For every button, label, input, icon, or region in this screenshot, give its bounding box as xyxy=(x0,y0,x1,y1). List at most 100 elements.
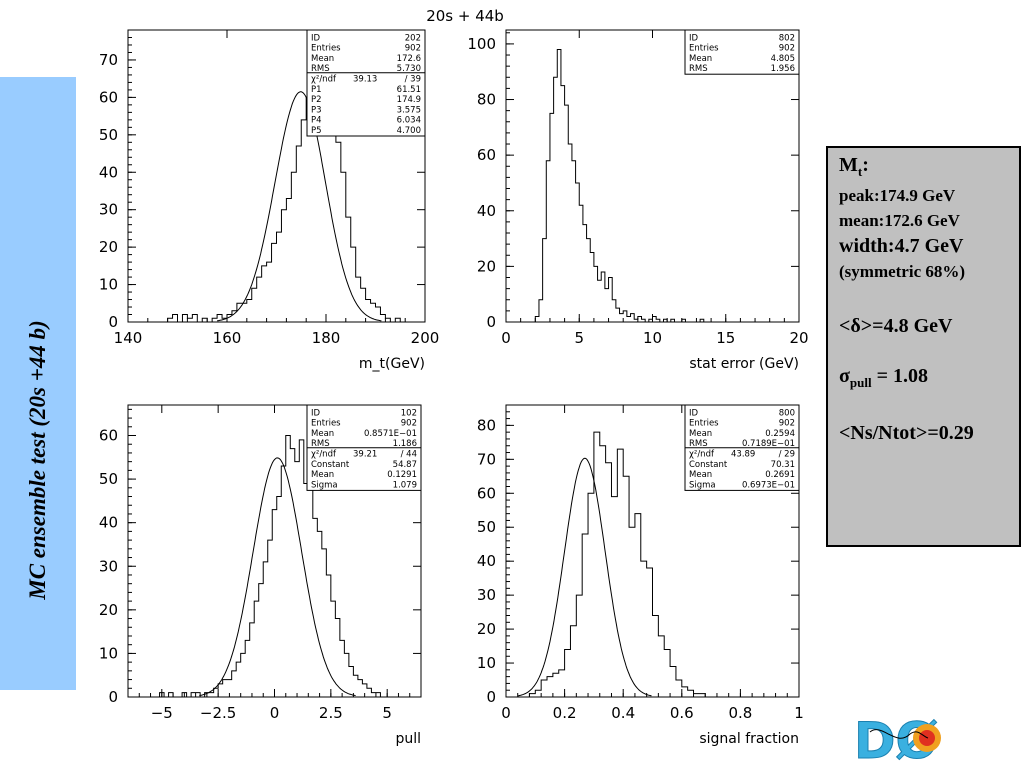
x-tick-label: 0.4 xyxy=(611,704,635,722)
sidebar-panel: MC ensemble test (20s +44 b) xyxy=(0,77,76,690)
stats-name: P4 xyxy=(311,116,322,126)
stats-chi2: 39.13 xyxy=(353,75,377,85)
y-tick-label: 20 xyxy=(477,620,496,638)
stats-value: 0.2691 xyxy=(765,470,795,480)
x-tick-label: 5 xyxy=(382,704,392,722)
stats-name: χ²/ndf xyxy=(311,75,337,85)
stats-name: Mean xyxy=(311,429,334,439)
x-tick-label: 20 xyxy=(789,329,808,347)
y-tick-label: 50 xyxy=(477,518,496,536)
y-tick-label: 10 xyxy=(99,276,118,294)
y-tick-label: 80 xyxy=(477,416,496,434)
stats-value: 0.6973E−01 xyxy=(742,480,795,490)
y-tick-label: 40 xyxy=(99,163,118,181)
stats-value: 902 xyxy=(779,44,795,54)
plot-frame xyxy=(505,404,800,698)
stats-name: RMS xyxy=(311,439,330,449)
stats-value: 802 xyxy=(779,33,795,43)
delta-value: <δ>=4.8 GeV xyxy=(839,315,953,337)
stats-name: Mean xyxy=(689,429,712,439)
x-axis-label: signal fraction xyxy=(699,731,799,747)
stats-name: Entries xyxy=(311,44,341,54)
page-title: 20s + 44b xyxy=(426,7,504,25)
x-tick-label: 140 xyxy=(114,329,143,347)
y-tick-label: 0 xyxy=(486,313,496,331)
stats-value: 0.1291 xyxy=(387,470,417,480)
histogram-outline xyxy=(506,48,799,323)
stats-value: / 29 xyxy=(779,450,795,460)
stats-name: Sigma xyxy=(311,480,338,490)
x-tick-label: 0 xyxy=(501,329,511,347)
stats-name: Mean xyxy=(311,54,334,64)
histogram-outline xyxy=(128,435,421,698)
stats-name: ID xyxy=(689,33,699,43)
x-tick-label: 160 xyxy=(213,329,242,347)
stats-box-frame xyxy=(306,29,426,137)
stats-name: P5 xyxy=(311,126,322,136)
fit-curve xyxy=(217,91,382,322)
stats-value: 0.8571E−01 xyxy=(364,429,417,439)
x-tick-label: 0.8 xyxy=(728,704,752,722)
stats-name: RMS xyxy=(689,439,708,449)
fit-curve xyxy=(517,457,652,697)
mt-heading: Mt: xyxy=(839,154,869,179)
x-tick-label: 1 xyxy=(794,704,804,722)
stats-name: Mean xyxy=(689,470,712,480)
x-tick-label: 180 xyxy=(312,329,341,347)
stats-value: 70.31 xyxy=(771,460,795,470)
y-tick-label: 70 xyxy=(477,450,496,468)
x-tick-label: 200 xyxy=(411,329,440,347)
d0-logo-track-icon xyxy=(869,729,929,739)
plot-frame xyxy=(127,29,426,323)
width-value: width:4.7 GeV xyxy=(839,235,964,257)
y-tick-label: 40 xyxy=(99,514,118,532)
stats-box: ID 102 Entries 902 Mean 0.8571E−01 RMS 1.186 χ²/… xyxy=(306,404,422,491)
stats-name: Mean xyxy=(689,54,712,64)
mean-value: mean:172.6 GeV xyxy=(839,211,960,230)
stats-value: / 44 xyxy=(401,450,417,460)
y-tick-label: 50 xyxy=(99,126,118,144)
stats-value: 4.805 xyxy=(771,54,795,64)
stats-name: Constant xyxy=(311,460,350,470)
stats-value: 174.9 xyxy=(397,95,421,105)
x-tick-label: 5 xyxy=(574,329,584,347)
y-tick-label: 60 xyxy=(99,427,118,445)
stats-value: 4.700 xyxy=(397,126,421,136)
stats-box: ID 202 Entries 902 Mean 172.6 RMS 5.730 χ²/ndf 39… xyxy=(306,29,426,137)
y-tick-label: 0 xyxy=(108,313,118,331)
y-tick-label: 0 xyxy=(108,688,118,706)
stats-name: Sigma xyxy=(689,480,716,490)
x-tick-label: −2.5 xyxy=(200,704,236,722)
histogram-outline xyxy=(128,51,425,323)
y-tick-label: 10 xyxy=(99,644,118,662)
stats-value: 5.730 xyxy=(397,64,421,74)
y-tick-label: 70 xyxy=(99,51,118,69)
stats-value: 0.2594 xyxy=(765,429,795,439)
y-tick-label: 0 xyxy=(486,688,496,706)
y-tick-label: 30 xyxy=(99,557,118,575)
y-tick-label: 30 xyxy=(99,201,118,219)
stats-value: 54.87 xyxy=(393,460,417,470)
y-tick-label: 80 xyxy=(477,91,496,109)
stats-name: Constant xyxy=(689,460,728,470)
stats-name: ID xyxy=(311,408,321,418)
stats-name: P3 xyxy=(311,105,322,115)
x-axis-label: m_t(GeV) xyxy=(359,356,425,372)
stats-box-frame xyxy=(684,29,800,75)
stats-box: ID 800 Entries 902 Mean 0.2594 RMS 0.7189E−01 χ²… xyxy=(684,404,800,491)
y-tick-label: 20 xyxy=(477,257,496,275)
stats-name: χ²/ndf xyxy=(689,450,715,460)
fit-curve xyxy=(199,457,356,697)
stats-value: 902 xyxy=(401,419,417,429)
x-tick-label: 0.6 xyxy=(670,704,694,722)
x-tick-label: 0.2 xyxy=(553,704,577,722)
x-tick-label: −5 xyxy=(151,704,173,722)
stats-name: P1 xyxy=(311,85,322,95)
stats-chi2: 43.89 xyxy=(731,450,755,460)
stats-name: Mean xyxy=(311,470,334,480)
x-tick-label: 0 xyxy=(501,704,511,722)
stats-value: 902 xyxy=(779,419,795,429)
stats-name: ID xyxy=(689,408,699,418)
